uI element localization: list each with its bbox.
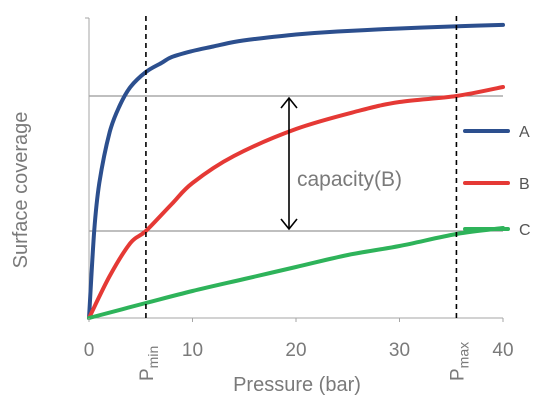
p-max-label: Pmax: [447, 342, 471, 381]
capacity-label: capacity(B): [297, 168, 402, 191]
x-tick-label: 20: [285, 340, 306, 361]
legend-label-c: C: [519, 222, 531, 239]
legend-label-a: A: [519, 124, 530, 141]
x-tick-label: 0: [84, 340, 95, 361]
x-tick-label: 10: [182, 340, 203, 361]
legend-label-b: B: [519, 176, 530, 193]
y-axis-label: Surface coverage: [10, 112, 32, 269]
series-line-b: [87, 85, 505, 320]
p-min-label: Pmin: [137, 346, 161, 381]
x-axis-label: Pressure (bar): [233, 374, 361, 396]
series-line-c: [87, 226, 505, 320]
x-tick-label: 30: [389, 340, 410, 361]
capacity-arrow-head-top: [280, 96, 298, 109]
capacity-arrow-head-bottom: [280, 218, 298, 231]
x-tick-label: 40: [492, 340, 513, 361]
series-line-a: [87, 22, 505, 320]
